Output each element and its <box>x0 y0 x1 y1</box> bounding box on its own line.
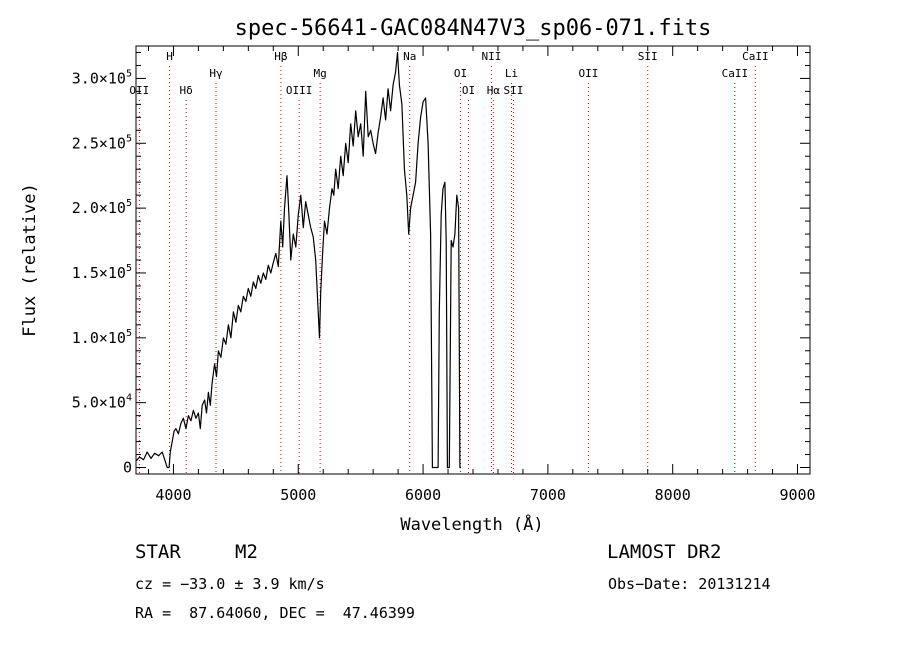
observation-date: Obs−Date: 20131214 <box>608 575 771 593</box>
chart-title: spec-56641-GAC084N47V3_sp06-071.fits <box>235 16 712 41</box>
line-marker-label: SII <box>638 50 658 63</box>
line-marker-label: OIII <box>286 84 313 97</box>
line-marker-label: Hδ <box>180 84 193 97</box>
line-marker-label: NII <box>482 50 502 63</box>
axes: 4000 5000 6000 7000 8000 9000 0 5.0×104 1.0×105 1… <box>72 46 816 504</box>
line-marker-label: H <box>166 50 173 63</box>
line-marker-label: OI <box>462 84 475 97</box>
y-tick-label: 5.0×104 <box>72 393 132 412</box>
line-marker-label: OII <box>579 67 599 80</box>
y-tick-label: 2.0×105 <box>72 198 132 217</box>
line-marker-label: CaII <box>722 67 749 80</box>
line-marker-label: Hα <box>487 84 501 97</box>
survey-name: LAMOST DR2 <box>607 541 722 563</box>
y-tick-label: 3.0×105 <box>72 68 132 87</box>
plot-frame <box>135 45 811 475</box>
line-marker-label: Mg <box>313 67 326 80</box>
line-marker-label: Li <box>505 67 518 80</box>
x-axis-label: Wavelength (Å) <box>400 513 543 535</box>
line-marker-label: Hγ <box>209 67 223 80</box>
line-marker-label: Na <box>403 50 416 63</box>
y-tick-label: 1.5×105 <box>72 263 132 282</box>
x-tick-label: 6000 <box>405 486 441 504</box>
x-tick-label: 4000 <box>155 486 191 504</box>
x-tick-label: 5000 <box>280 486 316 504</box>
object-type: STAR <box>135 541 181 563</box>
y-tick-label: 0 <box>123 459 132 477</box>
ra-dec-coordinates: RA = 87.64060, DEC = 47.46399 <box>135 604 415 622</box>
y-tick-label: 1.0×105 <box>72 328 132 347</box>
redshift-cz: cz = −33.0 ± 3.9 km/s <box>135 575 325 593</box>
line-marker-label: Hβ <box>274 50 288 63</box>
line-marker-label: OI <box>454 67 467 80</box>
line-marker-label: OII <box>129 84 149 97</box>
spectral-subclass: M2 <box>235 541 258 563</box>
line-marker-label: SII <box>504 84 524 97</box>
x-tick-label: 9000 <box>779 486 815 504</box>
y-tick-label: 2.5×105 <box>72 133 132 152</box>
line-marker-label: CaII <box>742 50 769 63</box>
y-axis-label: Flux (relative) <box>20 183 40 337</box>
x-tick-label: 7000 <box>530 486 566 504</box>
x-tick-label: 8000 <box>655 486 691 504</box>
spectrum-line <box>135 51 462 469</box>
